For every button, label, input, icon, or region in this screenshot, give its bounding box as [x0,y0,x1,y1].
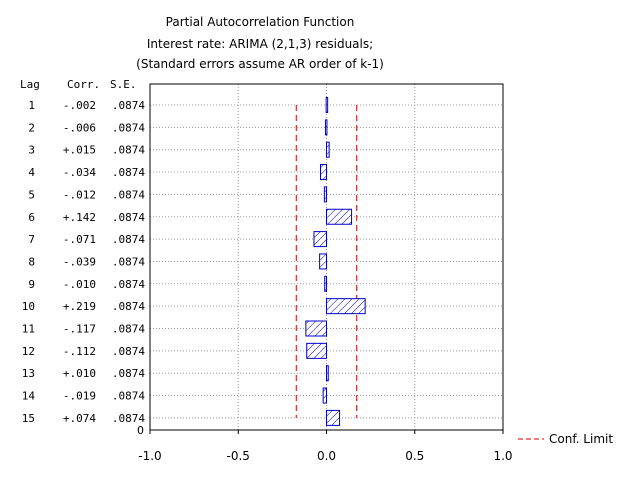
row-corr-label: -.010 [63,278,96,291]
x-tick-label: -0.5 [227,449,250,463]
row-se-label: .0874 [112,367,145,380]
row-se-label: .0874 [112,211,145,224]
y-axis-zero-label: 0 [137,424,144,437]
table-header-se: S.E. [110,78,137,91]
row-se-label: .0874 [112,412,145,425]
row-corr-label: -.034 [63,166,96,179]
x-tick-label: 1.0 [493,449,512,463]
row-corr-label: -.117 [63,323,96,336]
row-lag-label: 12 [22,345,35,358]
row-corr-label: -.112 [63,345,96,358]
row-corr-label: -.071 [63,233,96,246]
row-lag-label: 7 [28,233,35,246]
row-corr-label: -.039 [63,255,96,268]
row-se-label: .0874 [112,278,145,291]
row-lag-label: 9 [28,278,35,291]
legend-label-conf-limit: Conf. Limit [549,432,613,446]
row-lag-label: 15 [22,412,35,425]
row-corr-label: +.010 [63,367,96,380]
chart-subtitle: Interest rate: ARIMA (2,1,3) residuals; [146,37,374,51]
row-corr-label: +.142 [63,211,96,224]
row-lag-label: 14 [22,390,36,403]
pacf-bar [326,365,329,382]
row-se-label: .0874 [112,121,145,134]
chart-title: Partial Autocorrelation Function [165,15,355,29]
pacf-bar [323,186,327,203]
pacf-bar [322,387,328,404]
row-lag-label: 3 [28,144,35,157]
row-corr-label: +.074 [63,412,96,425]
pacf-bar [325,97,329,113]
row-se-label: .0874 [112,99,145,112]
row-se-label: .0874 [112,390,145,403]
row-lag-label: 13 [22,367,35,380]
pacf-bar [324,275,327,292]
legend: Conf. Limit [518,432,613,446]
x-tick-label: 0.5 [405,449,424,463]
pacf-bar [319,164,327,181]
chart-note: (Standard errors assume AR order of k-1) [136,57,384,71]
row-corr-label: -.012 [63,188,96,201]
row-lag-label: 8 [28,255,35,268]
pacf-bar [324,119,328,136]
row-lag-label: 11 [22,323,35,336]
x-axis: 0 -1.0 -0.5 0.0 0.5 1.0 [137,424,513,463]
row-lag-label: 6 [28,211,35,224]
pacf-bar [319,253,327,270]
table-header-corr: Corr. [67,78,100,91]
row-se-label: .0874 [112,144,145,157]
row-lag-label: 1 [28,99,35,112]
pacf-bar [326,208,353,225]
pacf-bar [326,298,366,315]
row-corr-label: -.006 [63,121,96,134]
row-se-label: .0874 [112,323,145,336]
row-corr-label: -.002 [63,99,96,112]
row-corr-label: +.219 [63,300,96,313]
pacf-bar [326,141,330,158]
row-corr-label: -.019 [63,390,96,403]
row-se-label: .0874 [112,345,145,358]
pacf-bar [306,342,327,359]
x-tick-label: -1.0 [138,449,161,463]
row-lag-label: 10 [22,300,35,313]
row-se-label: .0874 [112,233,145,246]
row-lag-label: 4 [28,166,35,179]
row-se-label: .0874 [112,188,145,201]
x-tick-label: 0.0 [317,449,336,463]
row-se-label: .0874 [112,166,145,179]
pacf-bar [326,409,341,426]
row-se-label: .0874 [112,255,145,268]
table-header-lag: Lag [20,78,40,91]
pacf-bar [305,320,327,337]
row-se-label: .0874 [112,300,145,313]
lag-table: Lag Corr. S.E. 1 -.002 .0874 2 -.006 .0874 3 +.015… [20,78,145,425]
row-lag-label: 2 [28,121,35,134]
conf-limit-lines [295,105,358,418]
row-corr-label: +.015 [63,144,96,157]
bars [305,97,366,426]
row-lag-label: 5 [28,188,35,201]
pacf-bar [313,231,328,248]
